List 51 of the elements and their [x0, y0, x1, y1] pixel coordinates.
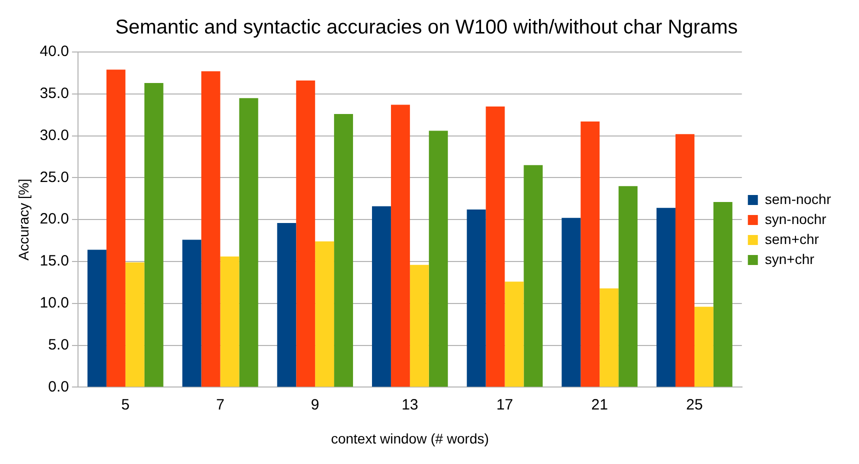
- bar: [504, 282, 524, 387]
- bar: [315, 241, 334, 387]
- bar: [390, 104, 410, 387]
- y-tick-label: 0.0: [48, 378, 69, 396]
- bar: [656, 208, 676, 387]
- bar: [466, 210, 486, 387]
- y-tick-label: 5.0: [48, 336, 69, 354]
- y-tick-label: 40.0: [40, 43, 69, 60]
- y-tick-label: 25.0: [40, 168, 69, 186]
- legend-label: sem+chr: [764, 230, 820, 247]
- legend-label: syn-nochr: [764, 210, 827, 227]
- x-tick-label: 5: [121, 396, 130, 414]
- bar: [201, 71, 220, 387]
- legend-label: sem-nochr: [764, 190, 832, 207]
- chart-title: Semantic and syntactic accuracies on W100 with/without char Ngrams: [115, 16, 738, 39]
- x-tick-label: 7: [216, 396, 224, 414]
- legend-label: syn+chr: [764, 250, 815, 267]
- y-tick-label: 35.0: [40, 85, 69, 102]
- bar: [182, 240, 202, 387]
- x-tick-label: 13: [402, 396, 418, 414]
- bar: [618, 186, 638, 387]
- bar: [106, 70, 126, 387]
- bar: [713, 202, 732, 387]
- x-tick-label: 21: [591, 396, 608, 414]
- y-tick-label: 10.0: [40, 294, 69, 312]
- bar: [428, 130, 448, 387]
- bar: [410, 264, 429, 387]
- bar: [524, 165, 543, 387]
- y-tick-label: 30.0: [40, 126, 69, 144]
- bar: [675, 134, 694, 387]
- bar: [296, 80, 316, 387]
- bar: [277, 222, 296, 387]
- bar: [562, 218, 581, 387]
- y-axis-title: Accuracy [%]: [15, 178, 32, 260]
- x-tick-label: 25: [686, 396, 703, 414]
- bar: [87, 250, 106, 387]
- bar: [239, 98, 258, 387]
- bar: [694, 306, 714, 387]
- bar: [334, 114, 354, 387]
- y-tick-label: 20.0: [40, 210, 69, 228]
- bar: [600, 288, 619, 387]
- y-tick-label: 15.0: [40, 252, 69, 270]
- bar: [144, 83, 164, 387]
- bar: [580, 122, 600, 387]
- bar: [486, 106, 505, 387]
- bar: [220, 256, 240, 387]
- x-tick-label: 17: [496, 396, 514, 414]
- x-tick-label: 9: [310, 396, 320, 414]
- bar: [372, 206, 391, 387]
- bar: [125, 262, 144, 387]
- x-axis-title: context window (# words): [330, 430, 489, 446]
